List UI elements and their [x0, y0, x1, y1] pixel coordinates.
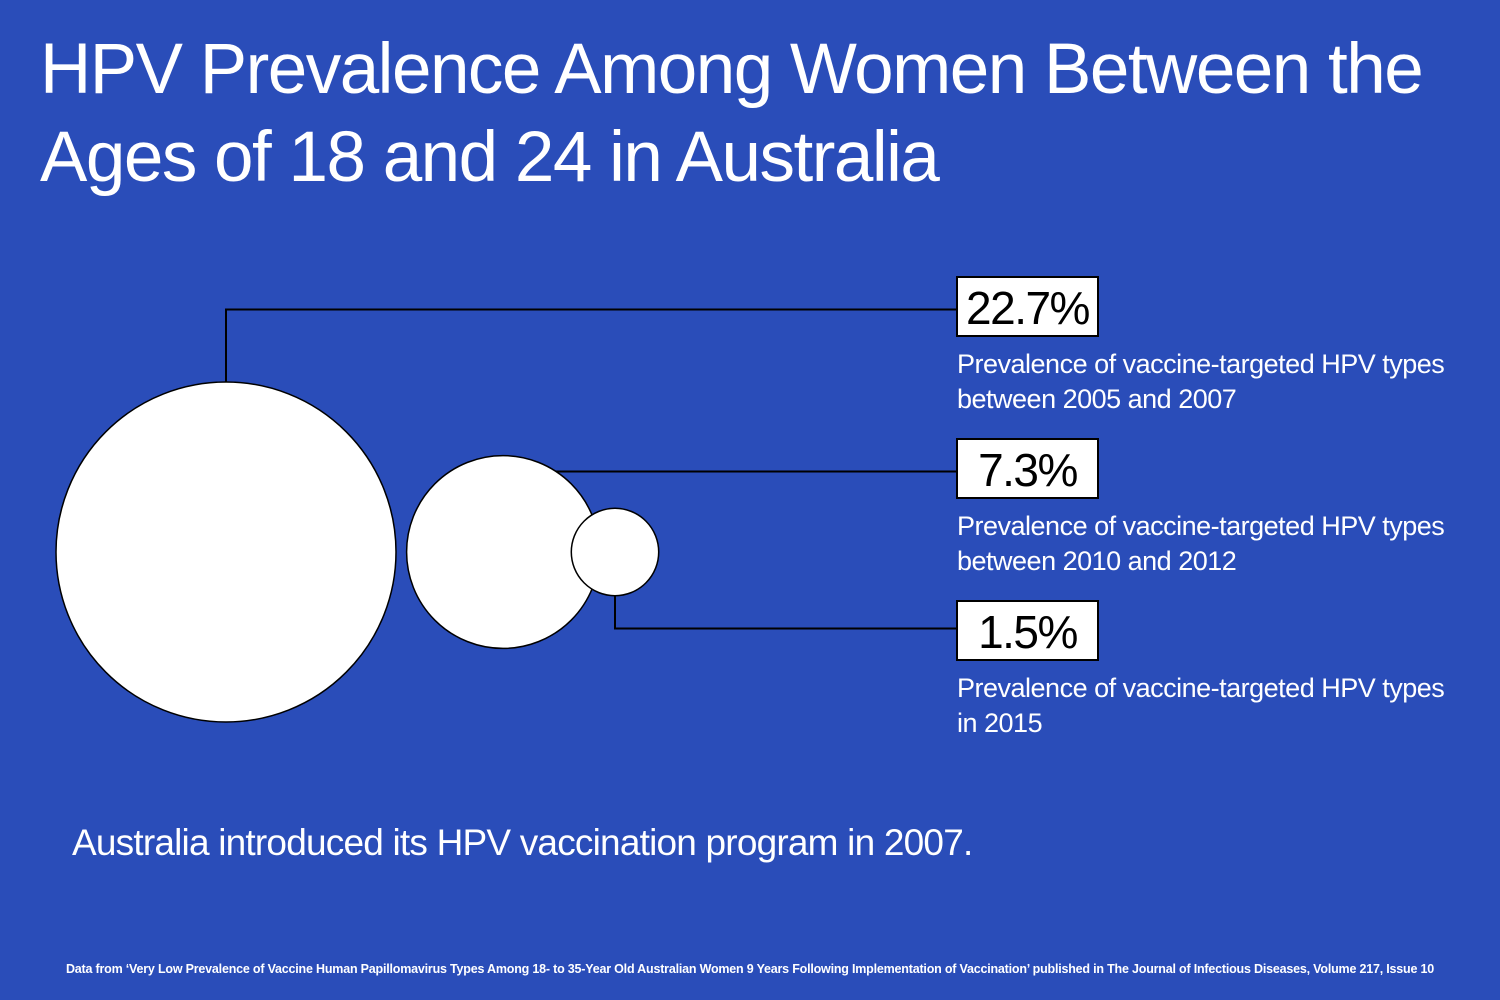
value-box-2 [956, 438, 1099, 499]
vaccination-note: Australia introduced its HPV vaccination… [72, 822, 973, 863]
connector-line-1 [225, 308, 957, 382]
bubble-3 [570, 507, 660, 597]
connector-line-3 [614, 595, 957, 630]
value-box-3 [956, 600, 1099, 661]
value-label-3: 1.5% [978, 606, 1077, 658]
value-box-1 [956, 276, 1099, 337]
description-2-line-2: between 2010 and 2012 [957, 546, 1236, 576]
bubble-1 [55, 381, 397, 723]
bubble-2 [405, 454, 601, 650]
description-3-line-2: in 2015 [957, 708, 1042, 738]
source-citation: Data from ‘Very Low Prevalence of Vaccin… [65, 962, 1435, 976]
description-1-line-2: between 2005 and 2007 [957, 384, 1236, 414]
description-3-line-1: Prevalence of vaccine-targeted HPV types [957, 673, 1444, 703]
value-label-2: 7.3% [978, 444, 1077, 496]
page-title: HPV Prevalence Among Women Between the A… [40, 30, 1424, 197]
description-2-line-1: Prevalence of vaccine-targeted HPV types [957, 511, 1444, 541]
description-1-line-1: Prevalence of vaccine-targeted HPV types [957, 349, 1444, 379]
connector-line-2 [502, 455, 957, 473]
value-label-1: 22.7% [966, 282, 1090, 334]
